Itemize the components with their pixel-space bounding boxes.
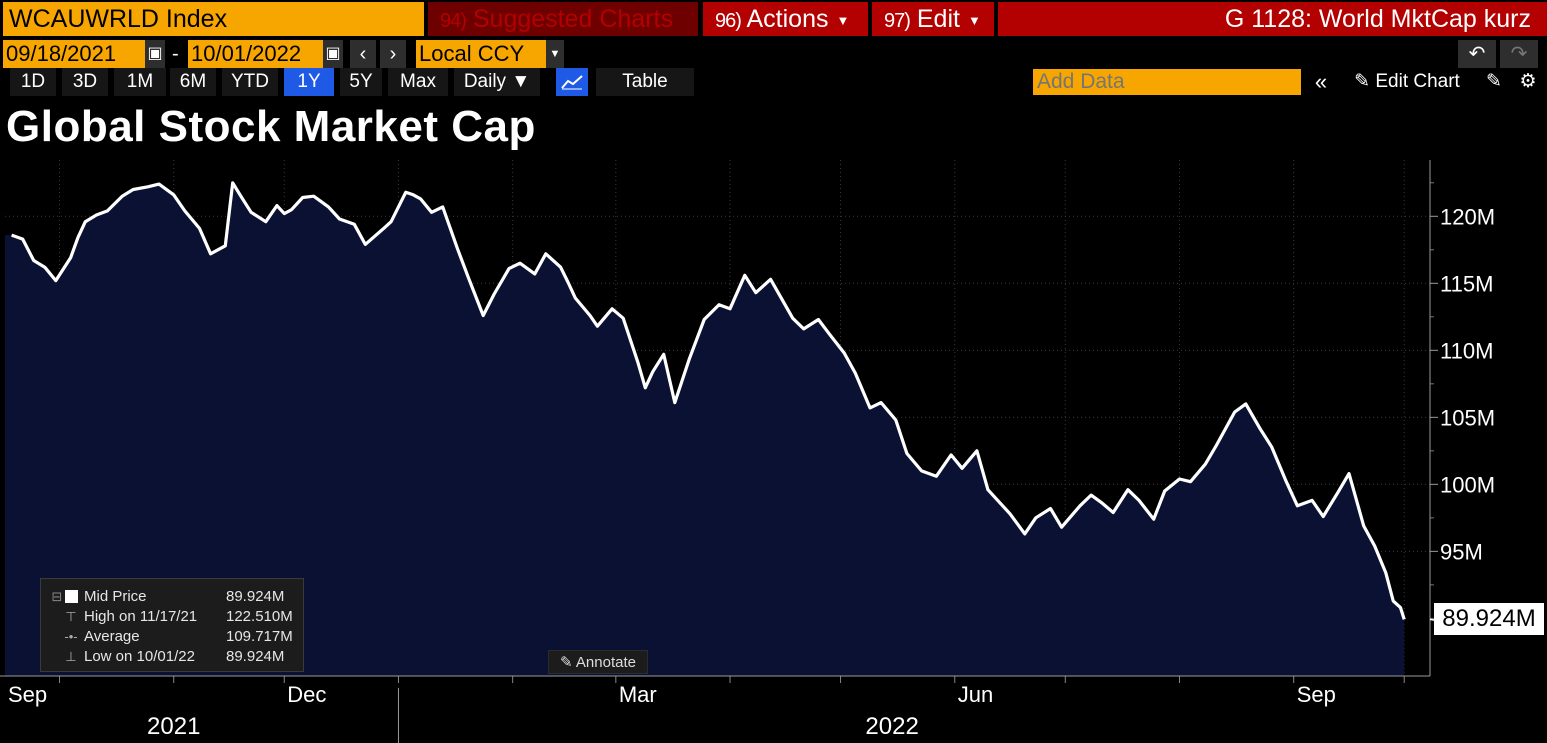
low-marker-icon: ⊥	[65, 649, 77, 664]
legend-row-high: ⊤ High on 11/17/21 122.510M	[41, 607, 305, 627]
ticker-field[interactable]: WCAUWRLD Index	[3, 2, 424, 36]
collapse-box-icon[interactable]: ⊟	[51, 589, 63, 604]
caret-down-icon: ▼	[836, 13, 850, 28]
date-separator: -	[172, 43, 179, 65]
range-max[interactable]: Max	[388, 68, 448, 96]
range-ytd[interactable]: YTD	[222, 68, 278, 96]
undo-icon[interactable]: ↶	[1458, 40, 1496, 68]
end-date-input[interactable]: 10/01/2022	[188, 40, 323, 68]
legend-row-average: -•- Average 109.717M	[64, 628, 293, 645]
next-period-button[interactable]: ›	[380, 40, 406, 68]
actions-menu[interactable]: 96) Actions ▼	[703, 2, 868, 36]
currency-select[interactable]: Local CCY	[416, 40, 546, 68]
line-chart-icon[interactable]	[556, 68, 588, 96]
year-label: 2022	[865, 713, 918, 740]
range-1d[interactable]: 1D	[10, 68, 56, 96]
chart-title: Global Stock Market Cap	[6, 102, 536, 151]
prev-period-button[interactable]: ‹	[350, 40, 376, 68]
x-axis-labels: Sep Dec Mar Jun Sep 2021 2022	[8, 682, 1336, 740]
collapse-icon[interactable]: «	[1306, 68, 1336, 96]
x-tick-label: Sep	[8, 682, 47, 707]
pencil-icon: ✎	[560, 654, 573, 671]
function-bar: WCAUWRLD Index 94) Suggested Charts 96) …	[0, 0, 1547, 38]
pencil-icon: ✎	[1354, 71, 1371, 92]
x-tick-label: Sep	[1297, 682, 1336, 707]
range-3d[interactable]: 3D	[62, 68, 108, 96]
last-value-label: 89.924M	[1434, 603, 1544, 636]
start-date-input[interactable]: 09/18/2021	[3, 40, 145, 68]
y-tick-label: 115M	[1440, 271, 1493, 296]
edit-chart-button[interactable]: ✎ Edit Chart	[1340, 68, 1474, 96]
average-line-icon: -•-	[64, 629, 78, 644]
area-fill	[5, 182, 1405, 677]
chevron-down-icon[interactable]: ▼	[546, 40, 564, 68]
range-6m[interactable]: 6M	[170, 68, 216, 96]
calendar-icon[interactable]: ▣	[145, 40, 165, 68]
calendar-icon[interactable]: ▣	[323, 40, 343, 68]
y-tick-label: 100M	[1440, 472, 1495, 497]
gear-icon[interactable]: ⚙	[1514, 68, 1542, 96]
y-tick-label: 105M	[1440, 405, 1495, 430]
high-marker-icon: ⊤	[65, 609, 77, 624]
year-label: 2021	[147, 713, 200, 740]
edit-menu[interactable]: 97) Edit ▼	[872, 2, 994, 36]
legend-row-mid-price: ⊟ Mid Price 89.924M	[41, 587, 305, 607]
frequency-select[interactable]: Daily ▼	[454, 68, 540, 96]
legend-row-low: ⊥ Low on 10/01/22 89.924M	[41, 647, 305, 667]
axes	[0, 160, 1438, 743]
add-data-input[interactable]	[1033, 69, 1301, 95]
caret-down-icon: ▼	[967, 13, 981, 28]
y-tick-label: 95M	[1440, 539, 1483, 564]
x-tick-label: Dec	[287, 682, 326, 707]
date-row: 09/18/2021 ▣ - 10/01/2022 ▣ ‹ › Local CC…	[0, 38, 1547, 68]
range-toolbar: 1D 3D 1M 6M YTD 1Y 5Y Max Daily ▼ Table …	[0, 68, 1547, 96]
table-button[interactable]: Table	[596, 68, 694, 96]
x-tick-label: Jun	[958, 682, 993, 707]
range-1y[interactable]: 1Y	[284, 68, 334, 96]
redo-icon[interactable]: ↷	[1500, 40, 1538, 68]
y-tick-label: 120M	[1440, 204, 1495, 229]
annotate-button[interactable]: ✎ Annotate	[548, 650, 648, 674]
legend-panel[interactable]: ⊟ Mid Price 89.924M ⊤ High on 11/17/21 1…	[40, 578, 304, 672]
y-tick-label: 110M	[1440, 338, 1493, 363]
range-5y[interactable]: 5Y	[340, 68, 382, 96]
x-tick-label: Mar	[619, 682, 657, 707]
range-1m[interactable]: 1M	[114, 68, 166, 96]
edit-table-icon[interactable]: ✎	[1480, 68, 1508, 96]
graph-title: G 1128: World MktCap kurz	[998, 2, 1547, 36]
white-square-icon	[65, 590, 78, 603]
suggested-charts-button[interactable]: 94) Suggested Charts	[428, 2, 698, 36]
y-axis-labels: 95M 100M 105M 110M 115M 120M	[1440, 204, 1495, 564]
price-line[interactable]	[11, 181, 1406, 620]
